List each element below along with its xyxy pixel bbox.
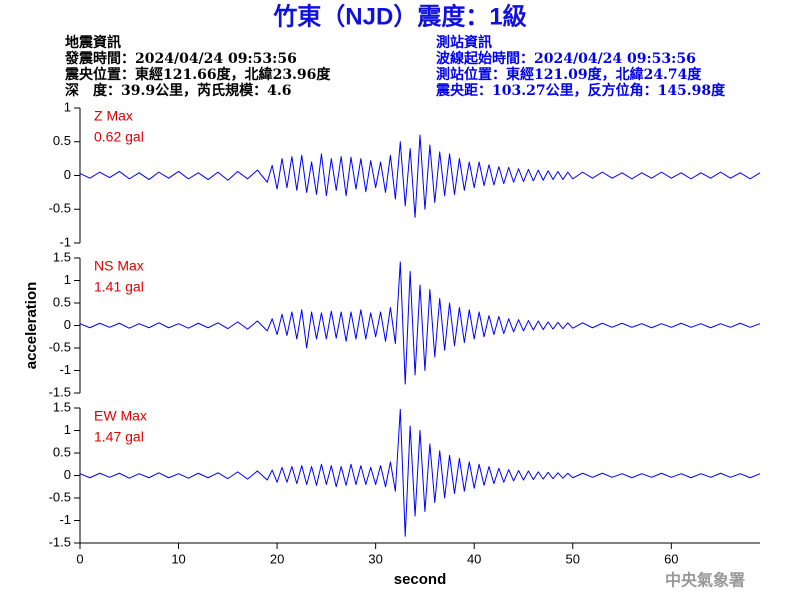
y-tick-label: -0.5: [49, 489, 71, 504]
x-tick-label: 30: [368, 551, 382, 566]
x-tick-label: 50: [566, 551, 580, 566]
waveform: [79, 134, 761, 218]
annotation: NS Max: [94, 258, 144, 274]
y-tick-label: 1.5: [53, 399, 71, 414]
info-line: 震央位置：東經121.66度，北緯23.96度: [64, 66, 331, 83]
waveform: [79, 261, 761, 385]
info-line: 震央距：103.27公里，反方位角：145.98度: [435, 82, 726, 99]
x-axis-label: second: [394, 571, 447, 588]
y-tick-label: 1.5: [53, 249, 71, 264]
y-tick-label: 1: [64, 422, 71, 437]
waveform: [79, 408, 761, 537]
y-tick-label: 1: [64, 272, 71, 287]
x-tick-label: 40: [467, 551, 481, 566]
annotation: 0.62 gal: [94, 129, 144, 145]
y-tick-label: -1: [59, 512, 71, 527]
info-line: 測站資訊: [436, 34, 492, 51]
y-tick-label: 0: [64, 317, 71, 332]
annotation: 1.41 gal: [94, 279, 144, 295]
info-line: 測站位置：東經121.09度，北緯24.74度: [436, 66, 702, 83]
y-tick-label: 0.5: [53, 133, 71, 148]
annotation: EW Max: [94, 408, 147, 424]
x-tick-label: 20: [270, 551, 284, 566]
y-tick-label: -1: [59, 234, 71, 249]
chart-title: 竹東（NJD）震度：1級: [272, 2, 526, 30]
y-tick-label: 0: [64, 467, 71, 482]
y-tick-label: -1: [59, 362, 71, 377]
y-tick-label: -0.5: [49, 339, 71, 354]
annotation: Z Max: [94, 108, 133, 124]
y-tick-label: -1.5: [49, 384, 71, 399]
y-tick-label: 0: [64, 167, 71, 182]
y-axis-label: acceleration: [23, 282, 40, 370]
watermark: 中央氣象署: [665, 571, 745, 590]
info-line: 波線起始時間：2024/04/24 09:53:56: [436, 50, 696, 67]
info-line: 深 度：39.9公里，芮氏規模：4.6: [65, 82, 291, 99]
y-tick-label: -0.5: [49, 201, 71, 216]
info-line: 地震資訊: [65, 34, 121, 51]
y-tick-label: 1: [64, 99, 71, 114]
y-tick-label: -1.5: [49, 534, 71, 549]
y-tick-label: 0.5: [53, 444, 71, 459]
x-tick-label: 60: [664, 551, 678, 566]
x-tick-label: 10: [171, 551, 185, 566]
info-line: 發震時間：2024/04/24 09:53:56: [64, 50, 297, 67]
annotation: 1.47 gal: [94, 429, 144, 445]
x-tick-label: 0: [76, 551, 83, 566]
y-tick-label: 0.5: [53, 294, 71, 309]
